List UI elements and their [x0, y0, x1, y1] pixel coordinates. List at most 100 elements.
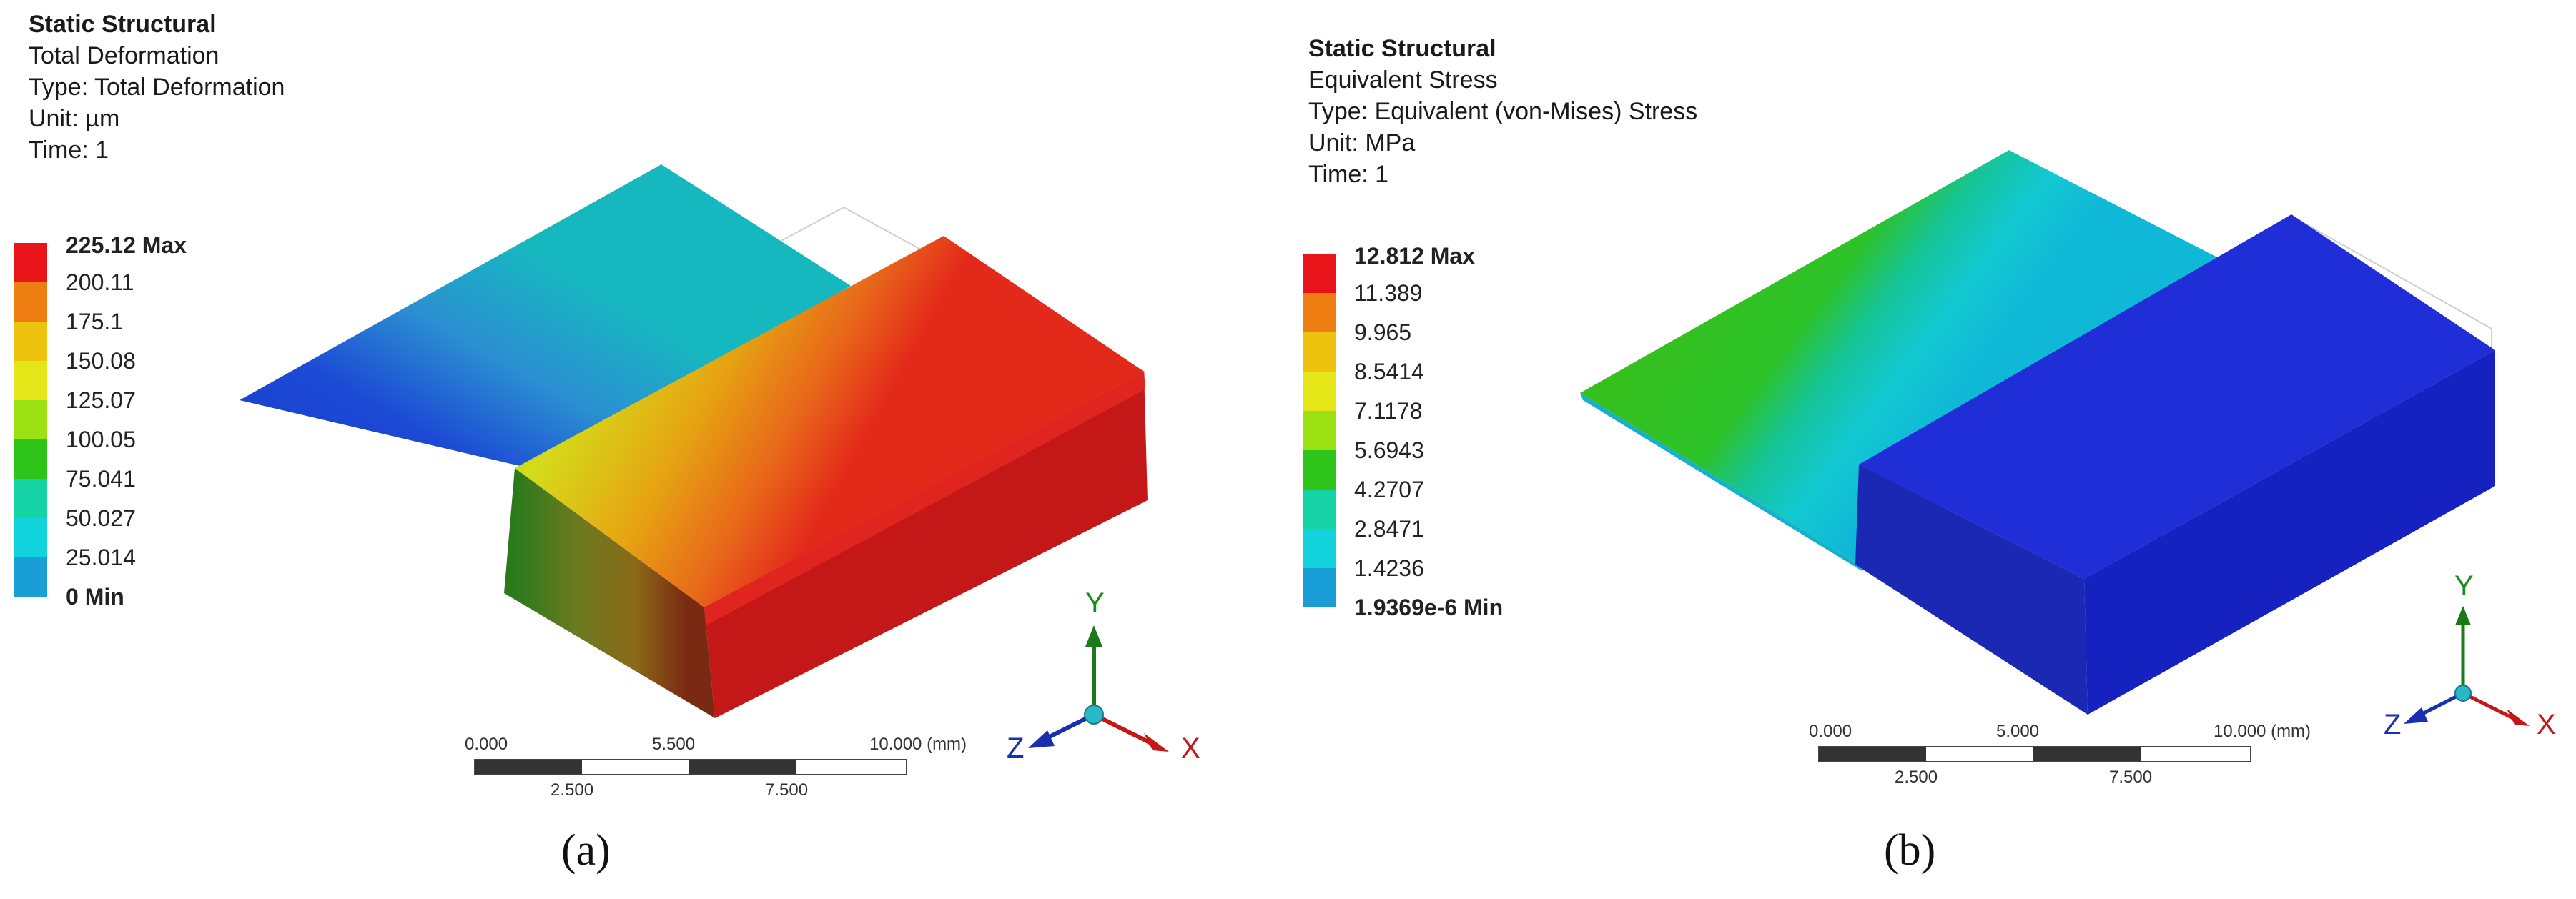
z-axis-label: Z — [1007, 732, 1025, 764]
z-axis-label: Z — [2384, 709, 2402, 740]
scale-tick-label: 7.500 — [2109, 768, 2153, 787]
legend-band — [14, 518, 300, 557]
legend-band — [1303, 490, 1589, 529]
legend-tick-label: 125.07 — [66, 387, 136, 413]
result-unit: Unit: MPa — [1308, 129, 1416, 157]
legend-tick-label: 25.014 — [66, 545, 136, 570]
legend-band — [1303, 411, 1589, 450]
legend-swatch — [1303, 450, 1336, 490]
legend-band — [14, 322, 300, 361]
scale-bar-segment — [475, 760, 582, 774]
scale-bar-track — [474, 759, 907, 775]
legend-band — [1303, 254, 1589, 293]
legend-swatch — [14, 361, 47, 400]
x-axis-label: X — [1181, 732, 1200, 764]
scale-bar-segment — [689, 760, 796, 774]
scale-tick-label: 2.500 — [1895, 768, 1938, 787]
legend-swatch — [14, 439, 47, 479]
legend-tick-label: 2.8471 — [1354, 516, 1424, 542]
legend-tick-label: 50.027 — [66, 505, 136, 531]
legend-swatch — [14, 282, 47, 322]
legend-swatch — [14, 557, 47, 597]
legend-min-label: 0 Min — [66, 584, 124, 610]
legend-band — [1303, 568, 1589, 607]
legend-band — [14, 243, 300, 282]
legend-max-label: 225.12 Max — [66, 232, 187, 258]
stress-model-view — [1580, 150, 2495, 715]
legend-band — [1303, 450, 1589, 490]
legend-tick-label: 7.1178 — [1354, 398, 1423, 424]
analysis-title: Static Structural — [29, 11, 217, 38]
legend-tick-label: 175.1 — [66, 309, 124, 334]
result-type: Type: Total Deformation — [29, 74, 285, 101]
legend-tick-label: 150.08 — [66, 348, 136, 374]
legend-swatch — [1303, 490, 1336, 529]
legend-swatch — [14, 400, 47, 439]
scale-tick-label: 5.000 — [1996, 722, 2040, 741]
panel-equivalent-stress: Static Structural Equivalent Stress Type… — [1280, 0, 2576, 899]
y-axis-label: Y — [1085, 587, 1105, 619]
legend-tick-label: 100.05 — [66, 427, 136, 452]
legend-swatch — [14, 479, 47, 518]
x-axis-label: X — [2537, 709, 2556, 740]
scale-bar-track — [1818, 746, 2251, 762]
scale-bar-segment — [2033, 747, 2141, 761]
legend-tick-label: 75.041 — [66, 466, 136, 492]
legend-min-label: 1.9369e-6 Min — [1354, 595, 1504, 620]
legend-tick-label: 1.4236 — [1354, 555, 1424, 581]
legend-swatch — [1303, 332, 1336, 372]
legend-swatch — [14, 243, 47, 282]
legend-max-label: 12.812 Max — [1354, 243, 1476, 269]
legend-swatch — [1303, 568, 1336, 607]
panel-total-deformation: Static Structural Total Deformation Type… — [0, 0, 1280, 899]
scale-tick-label: 10.000 (mm) — [2214, 722, 2311, 741]
coordinate-triad: Y X Z — [994, 587, 1230, 783]
legend-swatch — [1303, 411, 1336, 450]
legend-swatch — [14, 518, 47, 557]
scale-bar-segment — [1819, 747, 1926, 761]
legend-band — [1303, 293, 1589, 332]
legend-band — [1303, 372, 1589, 411]
scale-tick-label: 2.500 — [551, 780, 594, 800]
deformation-model-view — [240, 164, 1148, 718]
result-name: Total Deformation — [29, 42, 219, 69]
scale-tick-label: 5.500 — [652, 735, 696, 754]
legend-band — [14, 282, 300, 322]
triad-arrows — [1028, 625, 1169, 752]
legend-band — [14, 439, 300, 479]
legend-band — [1303, 332, 1589, 372]
result-info: Static Structural Equivalent Stress Type… — [1308, 33, 1697, 190]
legend-swatch — [14, 322, 47, 361]
result-time: Time: 1 — [1308, 161, 1389, 188]
legend-tick-label: 5.6943 — [1354, 437, 1424, 463]
legend-band — [14, 479, 300, 518]
figure-label: (b) — [1884, 826, 1936, 875]
scale-tick-label: 0.000 — [1809, 722, 1852, 741]
legend-band — [1303, 529, 1589, 568]
scale-tick-label: 7.500 — [765, 780, 809, 800]
analysis-title: Static Structural — [1308, 35, 1496, 62]
legend-tick-label: 8.5414 — [1354, 359, 1424, 384]
y-axis-label: Y — [2454, 570, 2474, 602]
result-info: Static Structural Total Deformation Type… — [29, 9, 285, 166]
coordinate-triad: Y X Z — [2374, 570, 2576, 761]
legend-band — [14, 557, 300, 597]
result-type: Type: Equivalent (von-Mises) Stress — [1308, 98, 1698, 125]
result-time: Time: 1 — [29, 136, 109, 164]
scale-tick-label: 10.000 (mm) — [869, 735, 967, 754]
legend-band — [14, 400, 300, 439]
scale-tick-label: 0.000 — [465, 735, 508, 754]
result-unit: Unit: µm — [29, 105, 120, 132]
legend-tick-label: 4.2707 — [1354, 477, 1424, 502]
legend-swatch — [1303, 293, 1336, 332]
legend-tick-label: 11.389 — [1354, 280, 1423, 306]
figure-label: (a) — [561, 826, 611, 875]
legend-tick-label: 200.11 — [66, 269, 134, 295]
triad-arrows — [2404, 606, 2530, 726]
legend-swatch — [1303, 254, 1336, 293]
legend-swatch — [1303, 529, 1336, 568]
legend-tick-label: 9.965 — [1354, 319, 1412, 345]
result-name: Equivalent Stress — [1308, 66, 1498, 94]
legend-band — [14, 361, 300, 400]
legend-swatch — [1303, 372, 1336, 411]
